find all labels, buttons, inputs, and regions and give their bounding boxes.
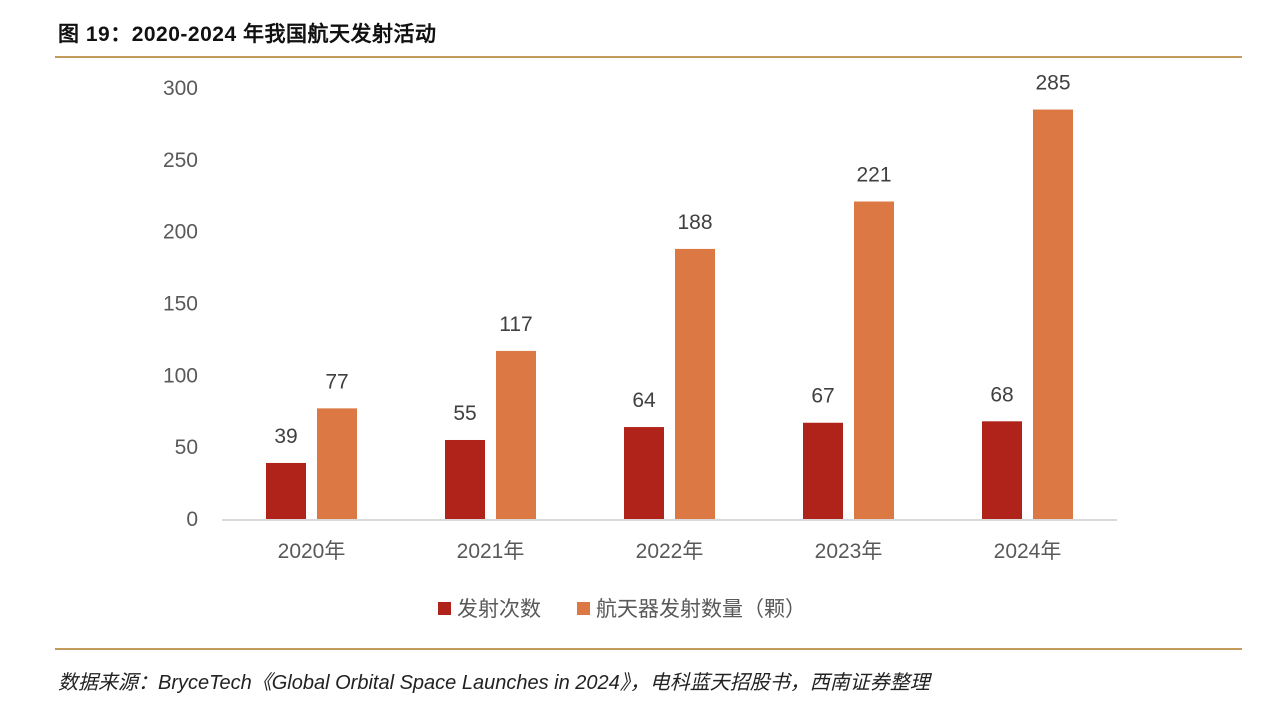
- y-tick-label: 50: [175, 436, 198, 459]
- x-tick-label: 2024年: [994, 540, 1062, 563]
- data-label-spacecraft: 117: [499, 313, 532, 336]
- y-tick-label: 300: [163, 77, 198, 100]
- bar-launches: [803, 422, 843, 519]
- source-note: 数据来源：BryceTech《Global Orbital Space Laun…: [58, 672, 930, 694]
- legend-item-spacecraft: 航天器发射数量（颗）: [577, 593, 806, 623]
- legend-label-spacecraft: 航天器发射数量（颗）: [596, 598, 806, 621]
- data-label-launches: 67: [811, 385, 834, 408]
- bar-spacecraft: [854, 201, 894, 519]
- legend-swatch-launches: [438, 601, 451, 615]
- x-axis-ticks: 2020年 2021年 2022年 2023年 2024年: [278, 540, 1062, 563]
- legend-item-launches: 发射次数: [438, 593, 541, 623]
- legend-swatch-spacecraft: [577, 601, 590, 615]
- x-tick-label: 2023年: [815, 540, 883, 563]
- legend-label-launches: 发射次数: [457, 598, 541, 621]
- y-tick-label: 100: [163, 364, 198, 387]
- top-rule: [55, 56, 1242, 58]
- bar-launches: [982, 421, 1022, 519]
- bar-launches: [624, 427, 664, 519]
- y-tick-label: 150: [163, 293, 198, 316]
- bar-spacecraft: [1033, 109, 1073, 520]
- bars: [266, 109, 1073, 520]
- figure-title: 图 19：2020-2024 年我国航天发射活动: [58, 23, 437, 46]
- y-tick-label: 0: [186, 508, 198, 531]
- bar-launches: [266, 462, 306, 519]
- bar-spacecraft: [317, 408, 357, 519]
- bar-spacecraft: [675, 248, 715, 519]
- x-tick-label: 2022年: [636, 540, 704, 563]
- legend: 发射次数 航天器发射数量（颗）: [438, 593, 842, 623]
- bar-spacecraft: [496, 350, 536, 519]
- data-label-launches: 39: [274, 425, 297, 448]
- data-labels: 39 77 55 117 64 188 67 221 68 285: [274, 72, 1070, 448]
- data-label-launches: 64: [632, 389, 656, 412]
- data-label-launches: 68: [990, 383, 1013, 406]
- data-label-spacecraft: 188: [677, 211, 712, 234]
- x-tick-label: 2021年: [457, 540, 525, 563]
- bottom-rule: [55, 648, 1242, 650]
- data-label-spacecraft: 77: [325, 370, 348, 393]
- y-tick-label: 250: [163, 149, 198, 172]
- x-tick-label: 2020年: [278, 540, 346, 563]
- data-label-launches: 55: [453, 402, 476, 425]
- bar-launches: [445, 439, 485, 519]
- y-axis-ticks: 0 50 100 150 200 250 300: [163, 77, 198, 531]
- data-label-spacecraft: 221: [856, 163, 891, 186]
- y-tick-label: 200: [163, 221, 198, 244]
- data-label-spacecraft: 285: [1035, 72, 1070, 95]
